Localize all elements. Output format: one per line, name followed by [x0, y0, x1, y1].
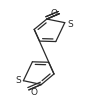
Text: S: S: [16, 76, 21, 85]
Text: S: S: [67, 20, 73, 29]
Text: O: O: [30, 87, 37, 96]
Text: O: O: [51, 9, 58, 18]
